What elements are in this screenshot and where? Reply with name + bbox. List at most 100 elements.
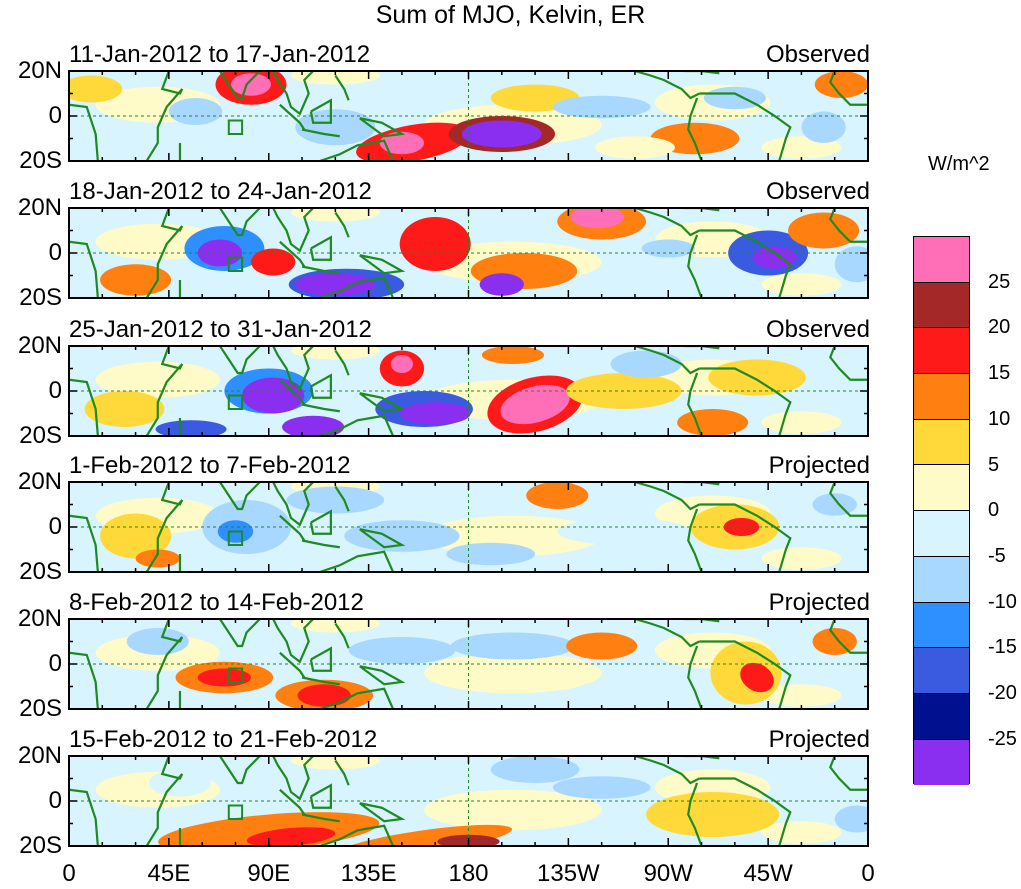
coastline xyxy=(359,392,406,413)
anomaly-blob xyxy=(526,482,589,509)
coastline xyxy=(334,349,350,376)
anomaly-blob xyxy=(290,346,380,360)
coastline xyxy=(279,240,306,268)
anomaly-blob xyxy=(250,248,296,276)
coastline xyxy=(687,97,703,161)
coastline xyxy=(683,756,720,760)
coastline xyxy=(272,619,314,664)
anomaly-blob xyxy=(490,756,580,783)
coastline xyxy=(699,367,792,436)
panel-status: Projected xyxy=(768,589,870,616)
coastline xyxy=(359,802,406,823)
figure-title: Sum of MJO, Kelvin, ER xyxy=(375,1,646,29)
anomaly-blob xyxy=(479,273,524,296)
lat-label: 0 xyxy=(48,377,62,404)
panel-status: Projected xyxy=(768,726,870,753)
coastline xyxy=(634,208,700,237)
coastline xyxy=(145,346,184,436)
colorbar-level-label: 15 xyxy=(988,362,1011,385)
coastline xyxy=(272,346,314,391)
anomaly-blob xyxy=(761,547,842,570)
colorbar-level-label: -15 xyxy=(988,636,1017,659)
panel-period: 11-Jan-2012 to 17-Jan-2012 xyxy=(69,41,371,68)
coastline xyxy=(219,482,261,511)
region-box xyxy=(227,256,244,272)
lat-label: 20S xyxy=(19,147,62,174)
region-box xyxy=(227,667,244,683)
coastline xyxy=(219,346,261,375)
coastline xyxy=(145,71,184,161)
coastline xyxy=(309,373,332,399)
panel-status: Observed xyxy=(765,41,870,68)
coastline xyxy=(272,482,314,527)
coastline xyxy=(219,208,261,237)
anomaly-blob xyxy=(148,769,212,797)
anomaly-blob xyxy=(752,246,797,269)
panel-period: 15-Feb-2012 to 21-Feb-2012 xyxy=(69,726,378,753)
coastline xyxy=(334,759,350,786)
coastline xyxy=(319,139,395,161)
anomaly-blob xyxy=(290,71,380,85)
map-panel xyxy=(68,755,869,847)
colorbar-segment xyxy=(914,237,969,283)
coastline xyxy=(69,103,99,161)
anomaly-blob xyxy=(761,821,842,844)
coastline xyxy=(359,528,406,549)
coastline xyxy=(334,622,350,649)
colorbar-segment xyxy=(914,556,969,603)
lat-label: 0 xyxy=(48,102,62,129)
coastline xyxy=(829,482,868,517)
coastline xyxy=(359,254,406,275)
anomaly-blob xyxy=(703,86,766,110)
anomaly-blob xyxy=(610,350,682,378)
anomaly-blob xyxy=(575,679,673,703)
panel-period: 25-Jan-2012 to 31-Jan-2012 xyxy=(69,316,372,343)
region-box xyxy=(227,119,244,135)
coastline xyxy=(699,640,792,709)
coastline xyxy=(699,777,792,846)
anomaly-blob xyxy=(348,637,456,664)
anomaly-blob xyxy=(641,239,695,258)
anomaly-blob xyxy=(286,486,385,514)
colorbar-level-label: 20 xyxy=(988,316,1011,339)
lat-label: 20N xyxy=(17,57,62,84)
region-box xyxy=(227,530,244,546)
colorbar-segment xyxy=(914,374,969,420)
anomaly-blob xyxy=(834,246,868,283)
lon-label: 180 xyxy=(448,860,489,887)
anomaly-blob xyxy=(812,628,857,655)
anomaly-blob xyxy=(740,662,774,693)
coastline xyxy=(219,71,261,100)
coastline xyxy=(359,117,406,138)
colorbar-segment xyxy=(914,602,969,649)
colorbar-segment xyxy=(914,648,969,694)
anomaly-blob xyxy=(566,632,638,660)
coastline xyxy=(219,756,261,785)
map-panel xyxy=(68,70,869,162)
anomaly-blob xyxy=(290,619,380,633)
lat-label: 20S xyxy=(19,832,62,859)
anomaly-blob xyxy=(290,208,380,222)
anomaly-blob xyxy=(708,359,806,396)
coastline xyxy=(687,372,703,436)
anomaly-blob xyxy=(801,111,846,143)
colorbar-segment xyxy=(914,419,969,466)
coastline xyxy=(319,687,395,709)
colorbar-segment xyxy=(914,693,969,740)
lat-label: 20N xyxy=(17,332,62,359)
anomaly-blob xyxy=(155,420,227,436)
anomaly-blob xyxy=(95,361,220,398)
anomaly-blob xyxy=(295,109,376,146)
coastline xyxy=(683,619,720,623)
map-panel xyxy=(68,207,869,299)
lat-label: 20N xyxy=(17,468,62,495)
colorbar-level-label: 5 xyxy=(988,453,1000,476)
anomaly-blob xyxy=(135,549,180,568)
coastline xyxy=(301,539,340,549)
coastline xyxy=(829,346,868,381)
coastline xyxy=(69,788,99,846)
colorbar-level-label: -5 xyxy=(988,544,1006,567)
coastline xyxy=(687,645,703,709)
coastline xyxy=(829,619,868,654)
coastline xyxy=(279,103,306,131)
